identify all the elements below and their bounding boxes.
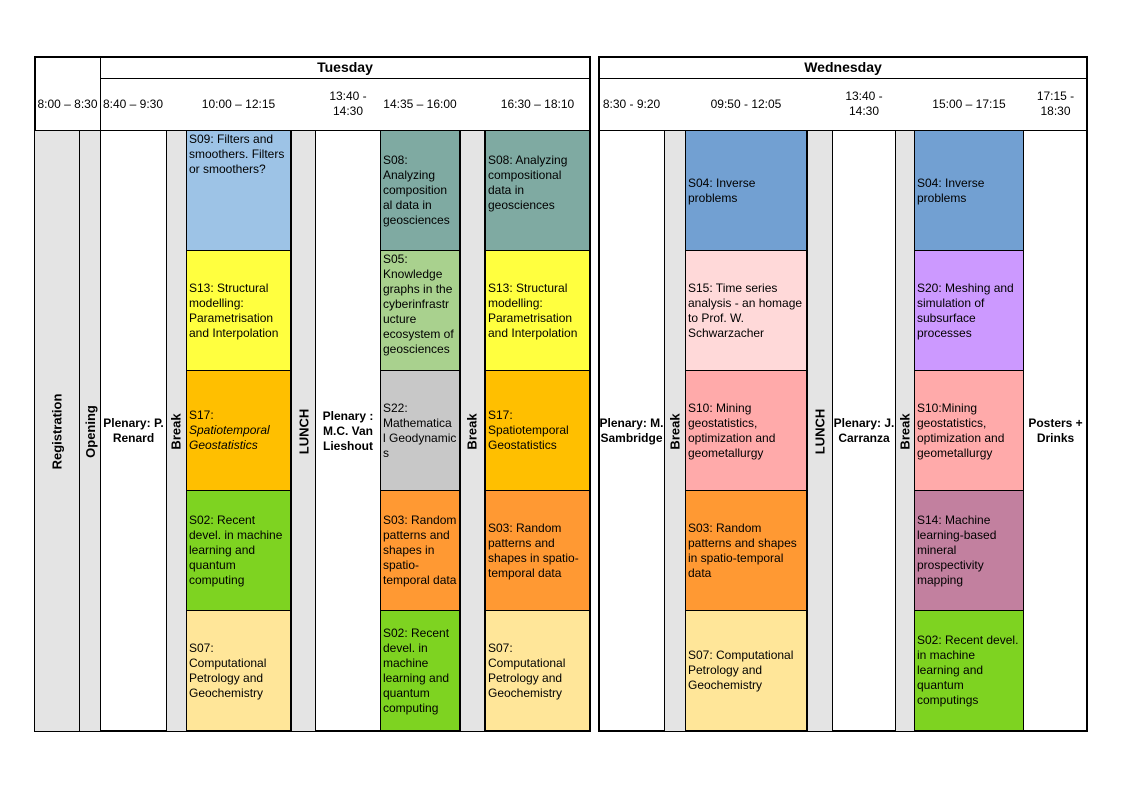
session-text: S03: Random patterns and shapes in spati… [383, 513, 457, 587]
opening-label: Opening [82, 404, 98, 458]
session-text: S08: Analyzing compositional data in geo… [488, 153, 568, 212]
time-wed-4: 15:00 – 17:15 [932, 96, 1006, 111]
lunch-tue: LUNCH [291, 131, 316, 731]
session-tue2-2[interactable]: S22: Mathematica l Geodynamic s [380, 370, 460, 491]
session-text: S08: Analyzing composition al data in ge… [383, 153, 450, 227]
wednesday-time-line [599, 130, 1087, 131]
session-tue2-3[interactable]: S03: Random patterns and shapes in spati… [380, 490, 460, 611]
session-wed2-1[interactable]: S20: Meshing and simulation of subsurfac… [914, 250, 1024, 371]
time-wed-3: 13:40 - 14:30 [845, 89, 883, 118]
session-text: S07: Computational Petrology and Geochem… [688, 648, 794, 692]
lunch-wed: LUNCH [807, 131, 833, 731]
plenary-sambridge: Plenary: M. Sambridge [599, 416, 664, 445]
session-tue3-1[interactable]: S13: Structural modelling: Parametrisati… [485, 250, 590, 371]
session-text: S02: Recent devel. in machine learning a… [917, 633, 1019, 707]
session-title-italic: Spatiotemporal Geostatistics [189, 423, 270, 452]
session-code: S17: [189, 408, 214, 422]
lunch-label: LUNCH [296, 408, 311, 454]
session-text: S22: Mathematica l Geodynamic s [383, 400, 457, 460]
session-text: S13: Structural modelling: Parametrisati… [488, 280, 578, 340]
session-wed2-4[interactable]: S02: Recent devel. in machine learning a… [914, 610, 1024, 731]
session-text: S09: Filters and smoothers. Filters or s… [189, 132, 285, 176]
session-tue1-3[interactable]: S02: Recent devel. in machine learning a… [186, 490, 291, 611]
tuesday-header-line [101, 78, 589, 79]
session-text: S03: Random patterns and shapes in spati… [488, 520, 579, 580]
session-tue1-4[interactable]: S07: Computational Petrology and Geochem… [186, 610, 291, 731]
session-wed2-3[interactable]: S14: Machine learning-based mineral pros… [914, 490, 1024, 611]
session-tue3-3[interactable]: S03: Random patterns and shapes in spati… [485, 490, 590, 611]
session-text: S17: Spatiotemporal Geostatistics [488, 408, 569, 452]
session-text: S04: Inverse problems [917, 175, 985, 205]
session-text: S05: Knowledge graphs in the cyberinfras… [383, 252, 454, 356]
time-tue-0: 8:00 – 8:30 [37, 96, 98, 111]
wednesday-title: Wednesday [804, 59, 882, 75]
registration-block: Registration [35, 131, 80, 731]
registration-label: Registration [49, 393, 65, 469]
break-label: Break [169, 412, 185, 450]
time-wed-2: 09:50 - 12:05 [710, 96, 782, 111]
session-text: S02: Recent devel. in machine learning a… [189, 513, 283, 587]
break-tue-2: Break [460, 131, 485, 731]
opening-block: Opening [80, 131, 101, 731]
session-text: S07: Computational Petrology and Geochem… [488, 640, 566, 700]
session-tue3-2[interactable]: S17: Spatiotemporal Geostatistics [485, 370, 590, 491]
session-wed2-0[interactable]: S04: Inverse problems [914, 130, 1024, 251]
time-tue-3: 13:40 - 14:30 [329, 89, 367, 118]
session-tue1-1[interactable]: S13: Structural modelling: Parametrisati… [186, 250, 291, 371]
time-tue-1: 8:40 – 9:30 [102, 96, 164, 111]
session-text: S10: Mining geostatistics, optimization … [688, 400, 776, 460]
session-text: S04: Inverse problems [688, 175, 756, 205]
time-wed-1: 8:30 - 9:20 [602, 96, 661, 111]
session-text: S17: Spatiotemporal Geostatistics [189, 408, 288, 453]
lunch-label: LUNCH [812, 408, 828, 454]
session-text: S10:Mining geostatistics, optimization a… [917, 400, 1005, 460]
session-wed1-1[interactable]: S15: Time series analysis - an homage to… [685, 250, 807, 371]
plenary-carranza: Plenary: J. Carranza [833, 416, 895, 445]
session-wed1-4[interactable]: S07: Computational Petrology and Geochem… [685, 610, 807, 731]
break-label: Break [897, 412, 913, 450]
session-text: S03: Random patterns and shapes in spati… [688, 520, 797, 580]
time-tue-2: 10:00 – 12:15 [201, 96, 276, 111]
session-tue1-2[interactable]: S17: Spatiotemporal Geostatistics [186, 370, 291, 491]
session-wed1-3[interactable]: S03: Random patterns and shapes in spati… [685, 490, 807, 611]
time-wed-5: 17:15 - 18:30 [1036, 89, 1075, 118]
plenary-lieshout: Plenary : M.C. Van Lieshout [322, 408, 374, 453]
session-tue3-4[interactable]: S07: Computational Petrology and Geochem… [485, 610, 590, 731]
session-text: S02: Recent devel. in machine learning a… [383, 625, 450, 715]
break-wed-1: Break [664, 131, 686, 731]
wednesday-header-line [599, 78, 1087, 79]
time-tue-5: 16:30 – 18:10 [500, 96, 575, 111]
break-label: Break [667, 412, 683, 450]
session-text: S20: Meshing and simulation of subsurfac… [917, 280, 1014, 340]
session-wed1-0[interactable]: S04: Inverse problems [685, 130, 807, 251]
session-text: S14: Machine learning-based mineral pros… [917, 513, 997, 587]
session-tue2-1[interactable]: S05: Knowledge graphs in the cyberinfras… [380, 250, 460, 371]
session-text: S15: Time series analysis - an homage to… [688, 280, 803, 340]
session-text: S13: Structural modelling: Parametrisati… [189, 280, 279, 340]
time-tue-4: 14:35 – 16:00 [383, 96, 457, 111]
break-label: Break [465, 412, 481, 450]
plenary-renard: Plenary: P. Renard [103, 416, 164, 445]
wednesday-table [598, 56, 1088, 732]
break-wed-2: Break [895, 131, 915, 731]
session-wed2-2[interactable]: S10:Mining geostatistics, optimization a… [914, 370, 1024, 491]
session-tue2-4[interactable]: S02: Recent devel. in machine learning a… [380, 610, 460, 731]
session-text: S07: Computational Petrology and Geochem… [189, 640, 267, 700]
break-tue-1: Break [166, 131, 187, 731]
session-tue1-0[interactable]: S09: Filters and smoothers. Filters or s… [186, 130, 291, 251]
session-wed1-2[interactable]: S10: Mining geostatistics, optimization … [685, 370, 807, 491]
tuesday-title: Tuesday [317, 59, 373, 75]
tuesday-time-line [35, 130, 590, 131]
session-tue2-0[interactable]: S08: Analyzing composition al data in ge… [380, 130, 460, 251]
session-tue3-0[interactable]: S08: Analyzing compositional data in geo… [485, 130, 590, 251]
posters-drinks: Posters + Drinks [1028, 416, 1083, 445]
